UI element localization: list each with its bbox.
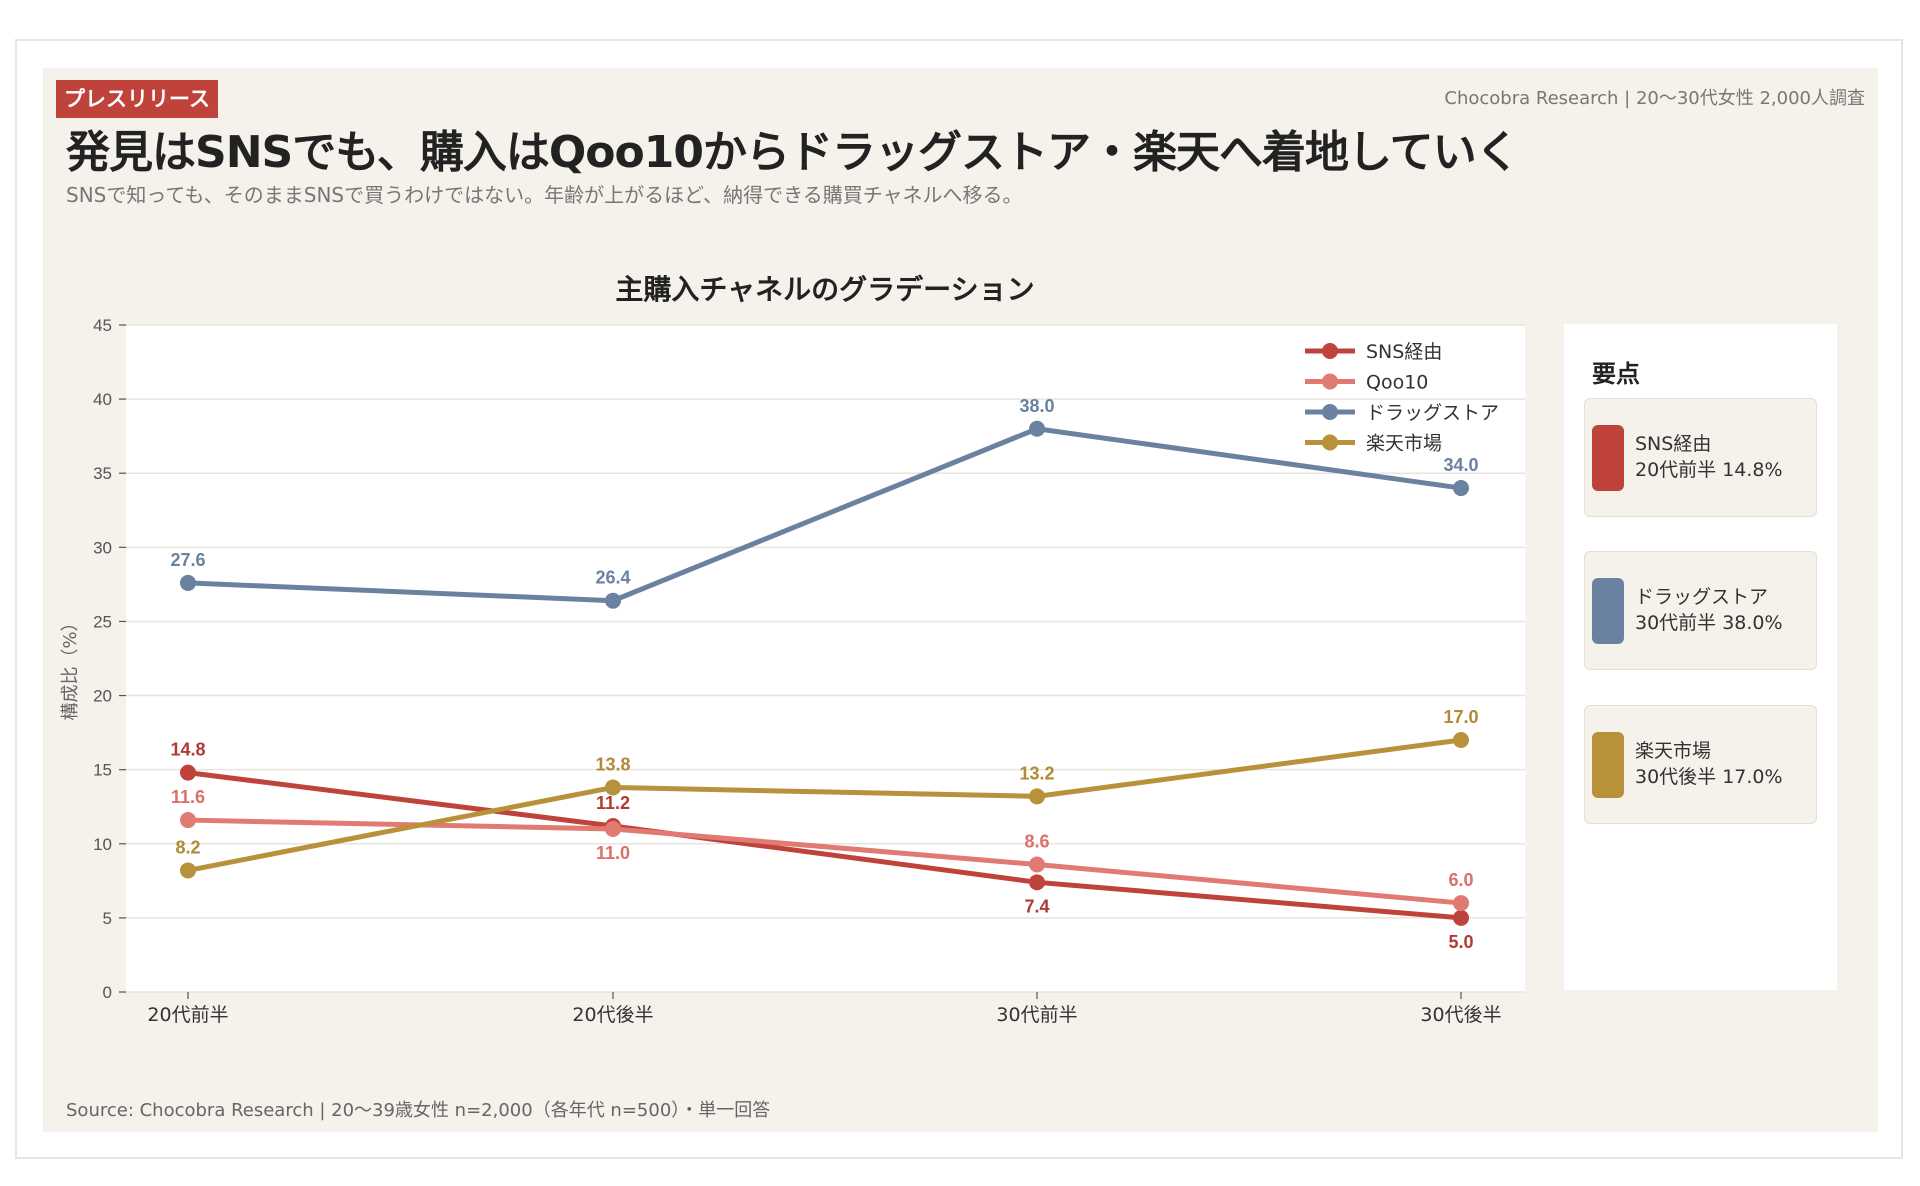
- data-label: 34.0: [1443, 455, 1478, 475]
- series-line: [187, 737, 1462, 873]
- series-line: [187, 426, 1462, 604]
- key-point-color-bar: [1592, 732, 1624, 798]
- y-tick-label: 20: [93, 687, 112, 706]
- data-label: 14.8: [170, 740, 205, 760]
- y-tick-label: 35: [93, 464, 112, 483]
- y-tick-label: 15: [93, 761, 112, 780]
- data-label: 11.6: [171, 787, 205, 807]
- key-points-panel: 要点 SNS経由 20代前半 14.8% ドラッグストア 30代前半 38.0% 楽…: [1564, 324, 1837, 990]
- data-label: 8.2: [175, 837, 200, 857]
- legend-label: ドラッグストア: [1366, 402, 1499, 424]
- data-label: 11.2: [596, 793, 630, 813]
- x-tick-label: 30代前半: [996, 1004, 1077, 1026]
- legend-label: 楽天市場: [1366, 433, 1442, 455]
- data-label: 8.6: [1024, 832, 1049, 852]
- key-point-series: SNS経由: [1635, 433, 1712, 455]
- data-point: [180, 764, 196, 781]
- data-point: [1453, 732, 1469, 749]
- page-frame: [15, 39, 1903, 1159]
- series-line: [187, 817, 1462, 906]
- data-point: [605, 820, 621, 837]
- legend-label: Qoo10: [1366, 372, 1428, 394]
- key-point-series: ドラッグストア: [1635, 586, 1769, 608]
- key-point-card: SNS経由 20代前半 14.8%: [1584, 398, 1817, 517]
- data-point: [180, 574, 196, 591]
- data-point: [1029, 788, 1045, 805]
- data-point: [1029, 856, 1045, 873]
- key-point-color-bar: [1592, 578, 1624, 644]
- source-note: Source: Chocobra Research | 20〜39歳女性 n=2…: [66, 1100, 771, 1121]
- data-label: 17.0: [1443, 707, 1478, 727]
- data-point: [605, 592, 621, 609]
- data-point: [605, 779, 621, 796]
- legend-marker: [1322, 434, 1338, 451]
- key-point-value: 30代後半 17.0%: [1635, 766, 1783, 788]
- series-line: [187, 770, 1462, 921]
- data-label: 26.4: [595, 568, 630, 588]
- y-tick-label: 45: [93, 316, 112, 335]
- data-label: 7.4: [1024, 896, 1049, 916]
- data-point: [1029, 420, 1045, 437]
- data-label: 5.0: [1448, 932, 1473, 952]
- key-point-card: 楽天市場 30代後半 17.0%: [1584, 705, 1817, 824]
- y-tick-label: 10: [93, 835, 112, 854]
- legend-marker: [1322, 373, 1338, 390]
- legend-marker: [1322, 343, 1338, 359]
- key-point-card: ドラッグストア 30代前半 38.0%: [1584, 551, 1817, 670]
- research-meta: Chocobra Research | 20〜30代女性 2,000人調査: [1444, 88, 1865, 109]
- key-point-series: 楽天市場: [1635, 740, 1712, 762]
- y-tick-label: 30: [93, 538, 112, 557]
- plot-area: [126, 325, 1525, 992]
- data-point: [1029, 874, 1045, 891]
- page-subtitle: SNSで知っても、そのままSNSで買うわけではない。年齢が上がるほど、納得できる…: [66, 183, 1023, 207]
- x-tick-label: 20代後半: [572, 1004, 653, 1026]
- data-label: 11.0: [596, 843, 630, 863]
- y-tick-label: 40: [93, 390, 112, 409]
- legend-label: SNS経由: [1366, 341, 1442, 363]
- data-label: 6.0: [1448, 870, 1473, 890]
- data-label: 13.8: [595, 754, 630, 774]
- y-tick-label: 5: [103, 909, 112, 928]
- y-axis-label: 構成比（%）: [60, 613, 81, 720]
- x-tick-label: 30代後半: [1420, 1004, 1501, 1026]
- y-tick-label: 0: [103, 983, 112, 1002]
- data-point: [1453, 895, 1469, 912]
- data-point: [1453, 480, 1469, 497]
- data-point: [180, 862, 196, 879]
- page-title: 発見はSNSでも、購入はQoo10からドラッグストア・楽天へ着地していく: [66, 127, 1520, 178]
- data-label: 27.6: [170, 550, 205, 570]
- key-point-color-bar: [1592, 425, 1624, 491]
- chart-title: 主購入チャネルのグラデーション: [615, 273, 1035, 306]
- data-point: [180, 812, 196, 829]
- key-points-title: 要点: [1592, 360, 1640, 388]
- data-point: [1453, 909, 1469, 926]
- key-point-value: 30代前半 38.0%: [1635, 612, 1783, 634]
- data-label: 13.2: [1019, 763, 1054, 783]
- y-tick-label: 25: [93, 612, 112, 631]
- x-tick-label: 20代前半: [147, 1004, 228, 1026]
- key-point-value: 20代前半 14.8%: [1635, 459, 1783, 481]
- data-label: 38.0: [1019, 396, 1054, 416]
- press-release-badge: プレスリリース: [56, 80, 218, 118]
- legend-marker: [1322, 404, 1338, 420]
